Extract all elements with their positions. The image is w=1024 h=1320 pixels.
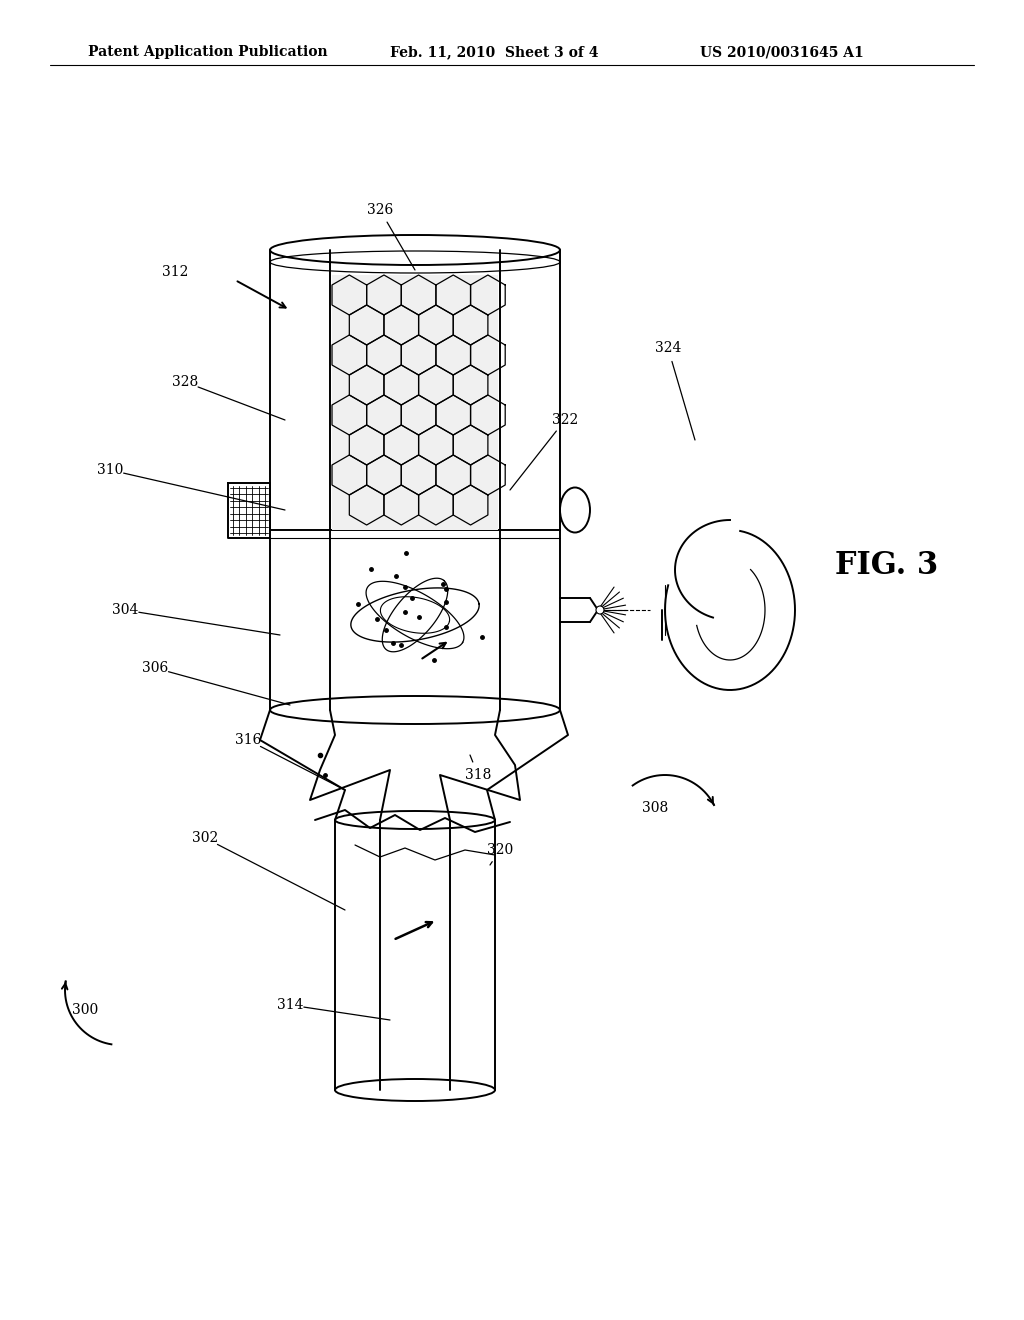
- Text: Feb. 11, 2010  Sheet 3 of 4: Feb. 11, 2010 Sheet 3 of 4: [390, 45, 598, 59]
- Text: FIG. 3: FIG. 3: [835, 549, 938, 581]
- Text: 304: 304: [112, 603, 138, 616]
- Text: Patent Application Publication: Patent Application Publication: [88, 45, 328, 59]
- Text: US 2010/0031645 A1: US 2010/0031645 A1: [700, 45, 864, 59]
- Text: 314: 314: [276, 998, 303, 1012]
- Ellipse shape: [596, 606, 604, 614]
- Text: 302: 302: [191, 832, 218, 845]
- Text: 308: 308: [642, 801, 668, 814]
- Text: 322: 322: [552, 413, 579, 426]
- Text: 328: 328: [172, 375, 198, 389]
- Text: 300: 300: [72, 1003, 98, 1016]
- Text: 306: 306: [142, 661, 168, 675]
- Text: 312: 312: [162, 265, 188, 279]
- Bar: [332, 275, 498, 531]
- Text: 326: 326: [367, 203, 393, 216]
- Text: 310: 310: [97, 463, 123, 477]
- Text: 320: 320: [486, 843, 513, 857]
- Text: 316: 316: [234, 733, 261, 747]
- Text: 318: 318: [465, 768, 492, 781]
- Text: 324: 324: [654, 341, 681, 355]
